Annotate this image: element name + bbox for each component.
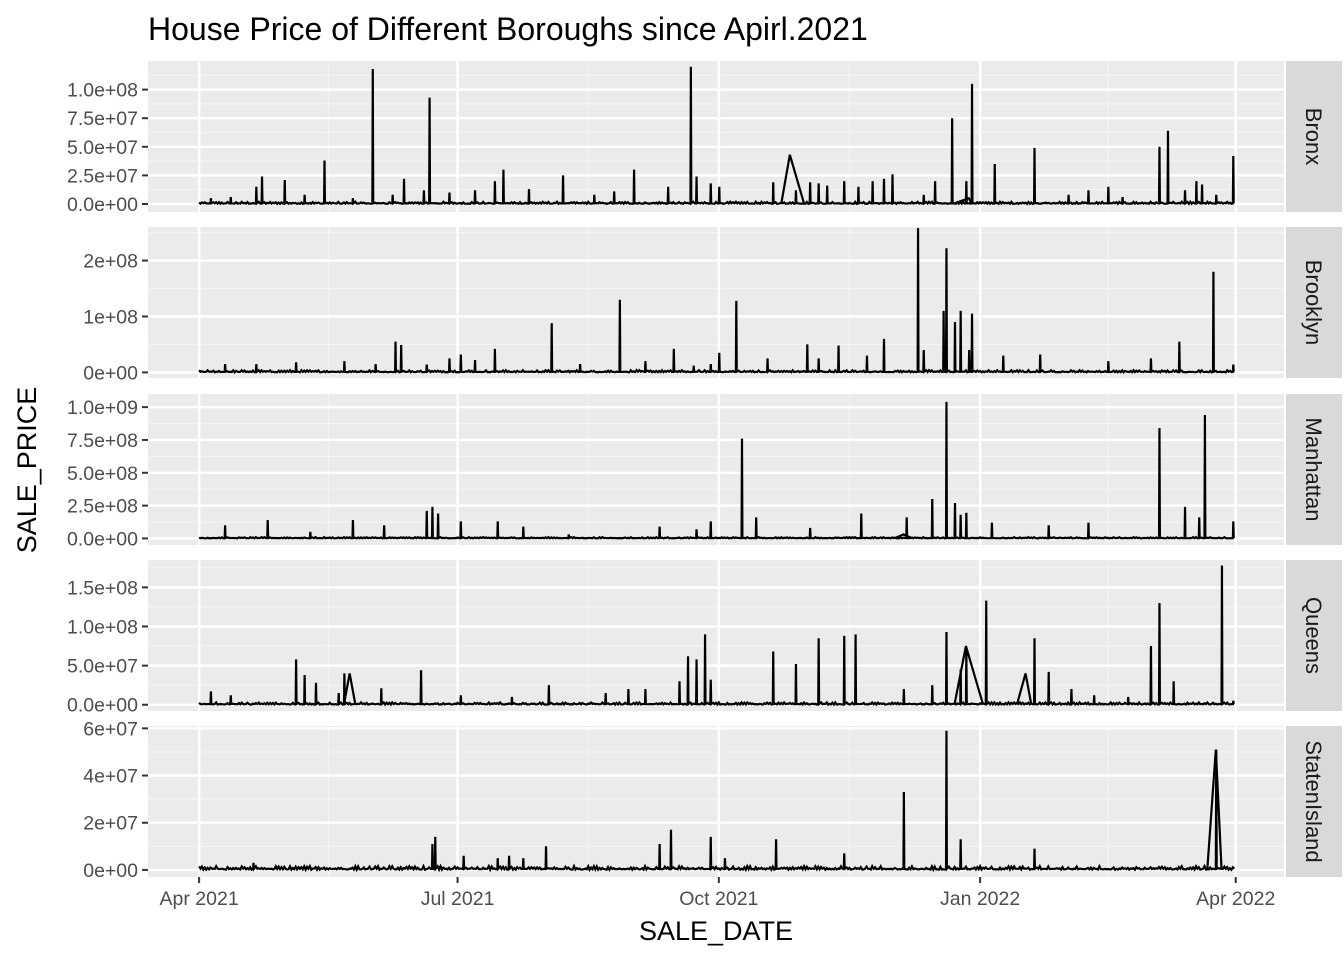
facet-panel-manhattan: 0.0e+00 2.5e+08 5.0e+08 7.5e+08 1.0e+09 Manha… (67, 394, 1342, 550)
series-line-manhattan (198, 401, 1235, 540)
y-tick-label: 5.0e+08 (67, 463, 138, 485)
series-ramp (954, 196, 973, 205)
x-tick-label: Jan 2022 (940, 888, 1020, 910)
panel-background (148, 560, 1284, 711)
x-tick-label: Jul 2021 (421, 888, 495, 910)
y-tick-label: 0e+00 (83, 860, 138, 882)
y-tick-label: 2.5e+07 (67, 165, 138, 187)
y-tick-label: 1.0e+08 (67, 80, 138, 102)
series-ramp (1206, 749, 1223, 870)
facet-label: StatenIsland (1301, 740, 1326, 862)
panel-background (148, 394, 1284, 545)
facet-panels: 0.0e+00 2.5e+07 5.0e+07 7.5e+07 1.0e+08 Bronx… (67, 61, 1342, 882)
y-tick-label: 1e+08 (83, 306, 138, 328)
series-ramp (894, 533, 913, 540)
x-axis: Apr 2021 Jul 2021 Oct 2021 Jan 2022 Apr 2022 (160, 877, 1275, 910)
facet-label: Brooklyn (1301, 260, 1326, 346)
facet-strip (1286, 394, 1342, 545)
panel-background (148, 227, 1284, 378)
facet-strip (1286, 227, 1342, 378)
facet-strip (1286, 61, 1342, 212)
series-ramp (1015, 673, 1033, 705)
series-ramp (780, 154, 806, 204)
facet-panel-statenisland: 0e+00 2e+07 4e+07 6e+07 StatenIsland (83, 718, 1342, 882)
y-tick-label: 4e+07 (83, 766, 138, 788)
y-tick-label: 7.5e+08 (67, 430, 138, 452)
x-tick-label: Oct 2021 (679, 888, 758, 910)
facet-strip (1286, 726, 1342, 877)
series-line-statenisland (198, 730, 1236, 873)
y-tick-label: 2.5e+08 (67, 496, 138, 518)
y-tick-label: 0.0e+00 (67, 528, 138, 550)
series-line-queens (198, 565, 1235, 707)
y-tick-label: 7.5e+07 (67, 108, 138, 130)
y-tick-label: 1.5e+08 (67, 577, 138, 599)
y-tick-label: 0e+00 (83, 362, 138, 384)
panel-background (148, 726, 1284, 877)
y-tick-label: 5.0e+07 (67, 656, 138, 678)
series-ramp (953, 645, 985, 705)
x-tick-label: Apr 2021 (160, 888, 239, 910)
y-tick-label: 1.0e+08 (67, 617, 138, 639)
facet-panel-bronx: 0.0e+00 2.5e+07 5.0e+07 7.5e+07 1.0e+08 Bronx (67, 61, 1342, 216)
y-axis-label: SALE_PRICE (12, 387, 42, 554)
y-tick-label: 0.0e+00 (67, 695, 138, 717)
y-tick-label: 5.0e+07 (67, 137, 138, 159)
y-tick-label: 1.0e+09 (67, 397, 138, 419)
y-tick-label: 2e+07 (83, 813, 138, 835)
facet-strip (1286, 560, 1342, 711)
y-tick-label: 2e+08 (83, 251, 138, 273)
x-tick-label: Apr 2022 (1196, 888, 1275, 910)
y-tick-label: 0.0e+00 (67, 194, 138, 216)
series-line-brooklyn (198, 228, 1235, 374)
panel-background (148, 61, 1284, 212)
facet-label: Manhattan (1301, 418, 1326, 522)
y-tick-label: 6e+07 (83, 718, 138, 740)
facet-label: Queens (1301, 597, 1326, 674)
facet-panel-brooklyn: 0e+00 1e+08 2e+08 Brooklyn (83, 227, 1342, 384)
series-line-bronx (198, 66, 1235, 206)
facet-label: Bronx (1301, 108, 1326, 165)
series-ramp (342, 673, 357, 705)
chart-title: House Price of Different Boroughs since … (148, 11, 868, 47)
x-axis-label: SALE_DATE (639, 916, 793, 946)
facet-panel-queens: 0.0e+00 5.0e+07 1.0e+08 1.5e+08 Queens (67, 560, 1342, 717)
